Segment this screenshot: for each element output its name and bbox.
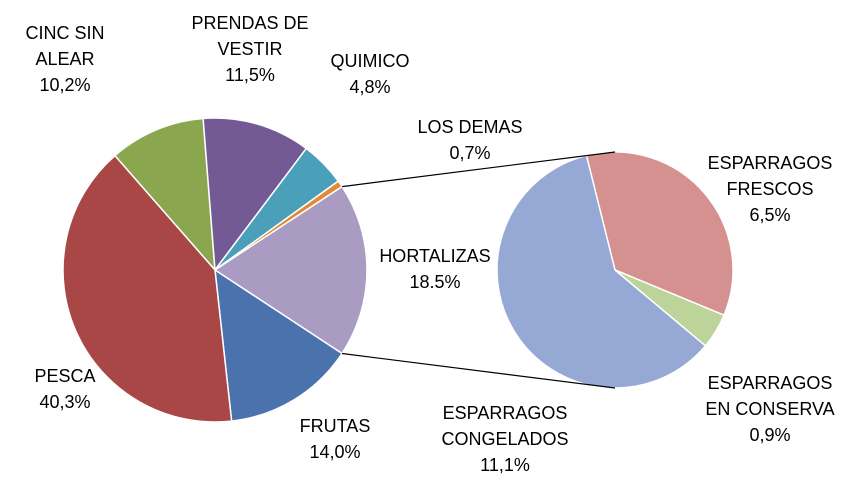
category-name: QUIMICO (330, 51, 410, 71)
pie-slice (113, 117, 216, 273)
category-name: CINC SIN ALEAR (25, 23, 105, 69)
data-label: QUIMICO 4,8% (270, 48, 470, 100)
value-label: 14,0% (309, 442, 361, 462)
data-label: CINC SIN ALEAR 10,2% (10, 20, 120, 98)
value-label: 18.5% (409, 272, 461, 292)
pie-slice (213, 185, 368, 355)
connector-line (341, 352, 616, 389)
data-label: PRENDAS DE VESTIR 11,5% (185, 10, 315, 88)
value-label: 40,3% (39, 392, 91, 412)
data-label: FRUTAS 14,0% (235, 413, 435, 465)
data-label: ESPARRAGOS EN CONSERVA 0,9% (698, 370, 843, 448)
value-label: 4,8% (349, 77, 391, 97)
connector-line (341, 151, 616, 188)
category-name: LOS DEMAS (417, 117, 523, 137)
category-name: FRUTAS (299, 416, 371, 436)
category-name: PRENDAS DE VESTIR (191, 13, 309, 59)
pie-slice (585, 151, 734, 317)
category-name: PESCA (34, 366, 96, 386)
category-name: ESPARRAGOS FRESCOS (707, 153, 833, 199)
value-label: 0,9% (749, 425, 791, 445)
pie-slice (202, 117, 308, 273)
pie-slice (214, 268, 344, 422)
value-label: 10,2% (39, 75, 91, 95)
pie-slice (62, 154, 233, 423)
data-label: LOS DEMAS 0,7% (370, 114, 570, 166)
value-label: 0,7% (449, 143, 491, 163)
category-name: HORTALIZAS (379, 246, 491, 266)
value-label: 11,5% (225, 65, 275, 85)
data-label: ESPARRAGOS FRESCOS 6,5% (703, 150, 838, 228)
pie-slice (496, 154, 707, 389)
data-label: ESPARRAGOS CONGELADOS 11,1% (435, 400, 575, 478)
data-label: HORTALIZAS 18.5% (335, 243, 535, 295)
value-label: 6,5% (749, 205, 791, 225)
data-label: PESCA 40,3% (0, 363, 165, 415)
category-name: ESPARRAGOS CONGELADOS (441, 403, 569, 449)
category-name: ESPARRAGOS EN CONSERVA (705, 373, 835, 419)
value-label: 11,1% (480, 455, 530, 475)
